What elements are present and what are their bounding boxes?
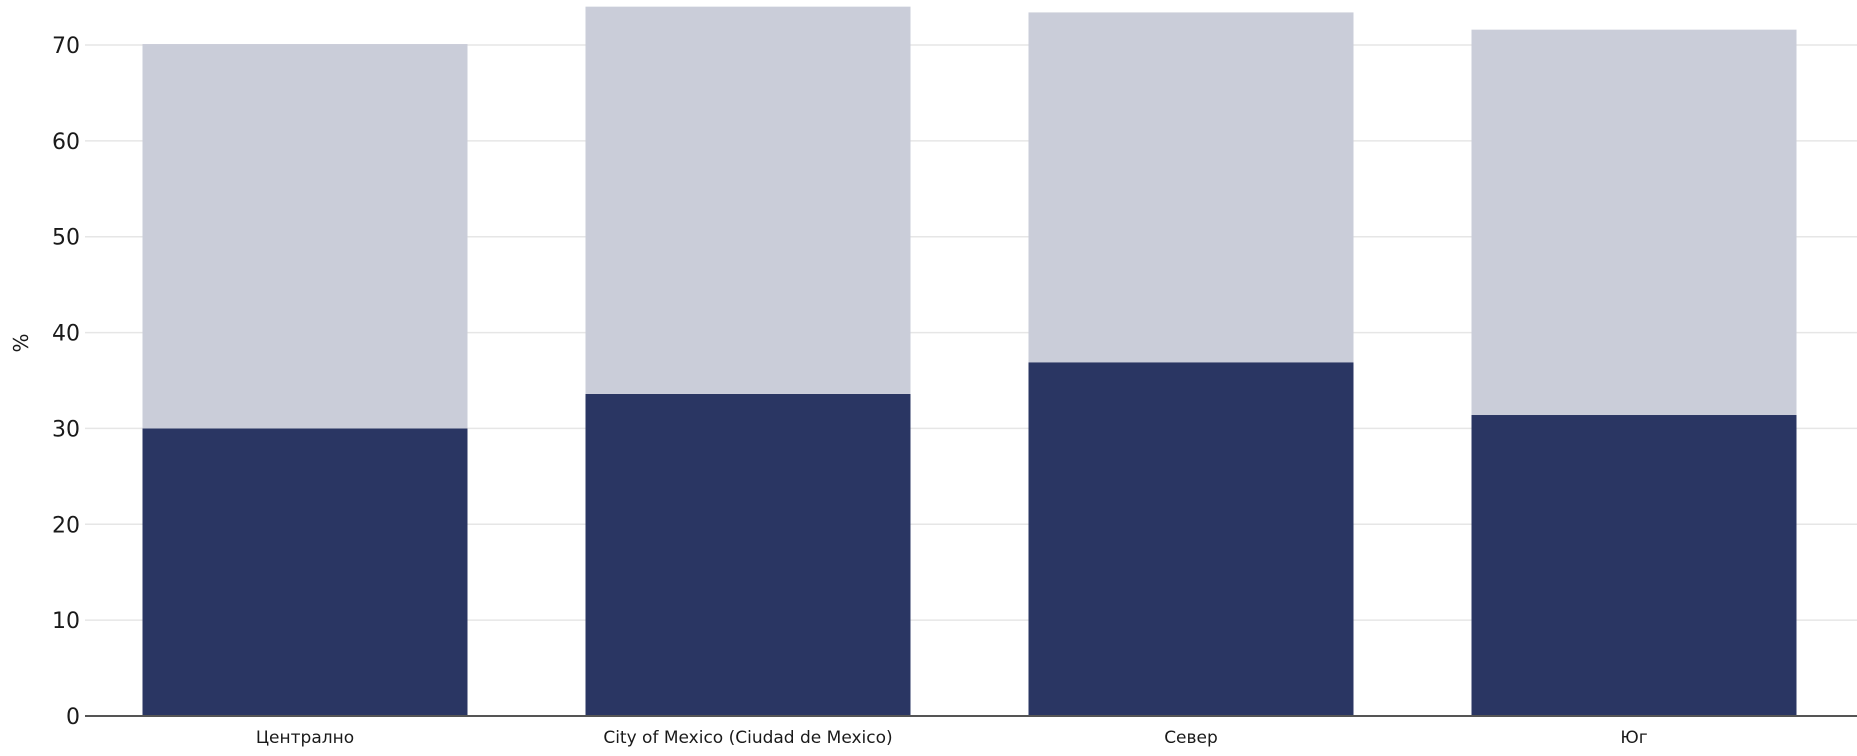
x-category-label: Централно (256, 728, 354, 748)
y-tick-label: 60 (52, 130, 80, 155)
y-axis-ticks: 0 10 20 30 40 50 60 70 (52, 34, 80, 730)
bar-segment (1471, 29, 1797, 416)
bar-segment (1028, 12, 1354, 363)
bar-segment (1471, 415, 1797, 716)
y-tick-label: 50 (52, 226, 80, 251)
y-axis-title: % (9, 333, 33, 352)
y-tick-label: 70 (52, 34, 80, 59)
y-tick-label: 30 (52, 417, 80, 442)
y-tick-label: 10 (52, 609, 80, 634)
bar-segment (142, 428, 468, 716)
x-category-label: Север (1164, 728, 1218, 748)
y-tick-label: 40 (52, 322, 80, 347)
bar-segment (585, 6, 911, 394)
bar-segment (1028, 362, 1354, 716)
bar-segment (142, 44, 468, 429)
bar-segment (585, 393, 911, 716)
x-category-label: City of Mexico (Ciudad de Mexico) (603, 728, 892, 748)
x-axis-categories: Централно City of Mexico (Ciudad de Mexic… (256, 728, 1648, 748)
y-tick-label: 0 (66, 705, 80, 730)
y-tick-label: 20 (52, 513, 80, 538)
x-category-label: Юг (1620, 728, 1647, 748)
bars (142, 6, 1797, 716)
